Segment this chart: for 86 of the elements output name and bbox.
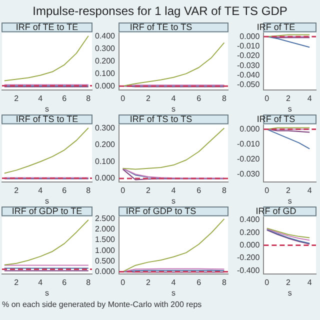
y-tick-label: -0.050 <box>236 80 260 90</box>
x-axis-title: s <box>172 104 176 114</box>
y-tick-label: -0.010 <box>236 42 260 51</box>
chart-title: IRF of TE to TS <box>130 22 192 32</box>
x-tick-label: 6 <box>62 186 68 195</box>
x-tick-label: 0 <box>120 186 126 195</box>
x-tick-label: 8 <box>222 94 227 103</box>
text: % on each side generated by Monte-Carlo with 200 reps <box>2 300 202 309</box>
y-tick-label: 2.000 <box>94 224 116 234</box>
x-tick-label: 2 <box>286 186 292 195</box>
chart-title: IRF of TE <box>256 22 296 32</box>
x-axis-title: s <box>288 288 292 298</box>
x-tick-label: 2 <box>14 94 20 103</box>
y-tick-label: 0.000 <box>94 174 116 183</box>
y-tick-label: 0.000 <box>240 124 260 134</box>
x-tick-label: 0 <box>264 278 270 287</box>
y-tick-label: -0.200 <box>236 253 260 262</box>
x-tick-label: 6 <box>196 186 202 195</box>
x-tick-label: 4 <box>171 94 176 103</box>
y-tick-label: -0.040 <box>236 70 260 80</box>
x-tick-label: 2 <box>286 94 292 103</box>
y-tick-label: -0.020 <box>236 51 260 60</box>
x-axis-title: s <box>45 104 49 114</box>
x-tick-label: 2 <box>146 278 151 287</box>
y-tick-label: -0.030 <box>236 170 260 179</box>
x-tick-label: 2 <box>14 186 20 195</box>
x-axis-title: s <box>288 196 292 206</box>
x-tick-label: 8 <box>86 278 92 287</box>
chart-title: IRF of GDP to TE <box>12 206 82 216</box>
y-tick-label: 0.400 <box>94 32 116 41</box>
x-tick-label: 4 <box>307 186 312 195</box>
y-tick-label: 0.000 <box>94 81 116 90</box>
x-tick-label: 4 <box>38 278 44 287</box>
y-tick-label: 0.000 <box>94 266 116 276</box>
x-tick-label: 8 <box>86 186 92 195</box>
x-tick-label: 4 <box>307 278 312 287</box>
x-tick-label: 4 <box>307 94 312 103</box>
chart-title: IRF of GDP to TS <box>126 206 196 216</box>
x-tick-label: 6 <box>196 94 202 103</box>
x-tick-label: 2 <box>286 278 292 287</box>
chart-title: IRF of TS to TE <box>16 114 78 124</box>
x-tick-label: 8 <box>222 278 227 287</box>
x-tick-label: 4 <box>171 186 176 195</box>
y-tick-label: 0.200 <box>94 140 116 150</box>
x-tick-label: 4 <box>171 278 176 287</box>
y-tick-label: -0.010 <box>236 140 260 149</box>
y-tick-label: 0.200 <box>240 228 260 237</box>
y-tick-label: 0.300 <box>94 44 116 54</box>
x-tick-label: 2 <box>146 94 151 103</box>
x-axis-title: s <box>172 196 176 206</box>
x-tick-label: 4 <box>38 186 44 195</box>
y-tick-label: 0.100 <box>94 68 116 78</box>
chart-title: IRF of TS <box>256 114 296 124</box>
chart-title: IRF of TS to TS <box>130 114 192 124</box>
x-tick-label: 4 <box>38 94 44 103</box>
x-tick-label: 6 <box>62 94 68 103</box>
y-tick-label: 0.100 <box>94 156 116 166</box>
y-tick-label: 0.500 <box>94 256 116 266</box>
x-tick-label: 8 <box>86 94 92 103</box>
x-tick-label: 2 <box>14 278 20 287</box>
text: Impulse-responses for 1 lag VAR of TE TS GDP <box>32 4 288 18</box>
x-tick-label: 2 <box>146 186 151 195</box>
y-tick-label: 0.000 <box>240 240 260 250</box>
x-tick-label: 6 <box>196 278 202 287</box>
x-axis-title: s <box>172 288 176 298</box>
x-tick-label: 0 <box>264 94 270 103</box>
x-tick-label: 8 <box>222 186 227 195</box>
x-axis-title: s <box>288 104 292 114</box>
y-tick-label: 0.300 <box>94 123 116 132</box>
y-tick-label: -0.020 <box>236 154 260 164</box>
y-tick-label: 0.000 <box>240 32 260 41</box>
chart-title: IRF of TE to TE <box>16 22 78 32</box>
y-tick-label: 0.200 <box>94 56 116 66</box>
y-tick-label: 0.400 <box>240 215 260 224</box>
x-axis-title: s <box>45 196 49 206</box>
y-tick-label: 1.000 <box>94 246 116 255</box>
y-tick-label: 2.500 <box>94 214 116 224</box>
y-tick-label: -0.400 <box>236 266 260 275</box>
y-tick-label: -0.030 <box>236 60 260 70</box>
x-tick-label: 0 <box>264 186 270 195</box>
x-tick-label: 0 <box>120 278 126 287</box>
x-axis-title: s <box>45 288 49 298</box>
chart-title: IRF of GD <box>256 206 297 216</box>
x-tick-label: 6 <box>62 278 68 287</box>
y-tick-label: 1.500 <box>94 235 116 244</box>
x-tick-label: 0 <box>120 94 126 103</box>
